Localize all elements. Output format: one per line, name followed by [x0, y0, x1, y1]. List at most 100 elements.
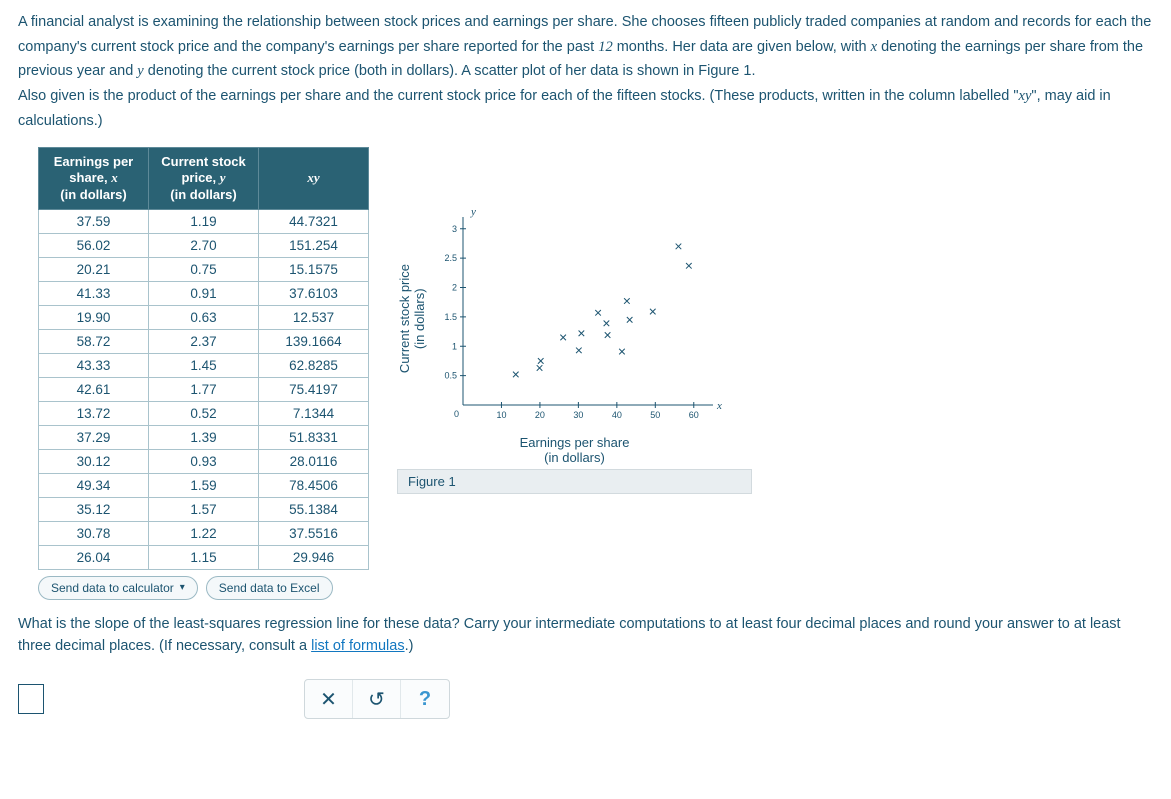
header-line: share, [69, 170, 111, 185]
table-cell: 0.63 [149, 305, 259, 329]
answer-input[interactable] [18, 684, 44, 714]
table-cell: 43.33 [39, 353, 149, 377]
table-cell: 15.1575 [259, 257, 369, 281]
table-cell: 35.12 [39, 497, 149, 521]
table-cell: 1.45 [149, 353, 259, 377]
table-cell: 44.7321 [259, 209, 369, 233]
table-cell: 75.4197 [259, 377, 369, 401]
table-cell: 42.61 [39, 377, 149, 401]
table-cell: 139.1664 [259, 329, 369, 353]
table-cell: 1.15 [149, 545, 259, 569]
svg-text:2: 2 [452, 283, 457, 293]
question-part: .) [405, 638, 414, 654]
table-cell: 1.57 [149, 497, 259, 521]
table-cell: 12.537 [259, 305, 369, 329]
table-cell: 151.254 [259, 233, 369, 257]
svg-text:30: 30 [573, 410, 583, 420]
table-cell: 1.19 [149, 209, 259, 233]
table-cell: 1.39 [149, 425, 259, 449]
button-label: Send data to calculator [51, 581, 174, 595]
svg-text:20: 20 [535, 410, 545, 420]
svg-text:10: 10 [496, 410, 506, 420]
header-line: Earnings per [54, 154, 133, 169]
table-row: 19.900.6312.537 [39, 305, 369, 329]
axis-label-line: Earnings per share [520, 435, 630, 450]
svg-text:x: x [716, 400, 722, 412]
table-cell: 19.90 [39, 305, 149, 329]
table-cell: 41.33 [39, 281, 149, 305]
scatter-plot: 1020304050600.511.522.530yx [427, 203, 727, 433]
axis-label-line: Current stock price [397, 264, 412, 373]
svg-text:50: 50 [650, 410, 660, 420]
data-table-container: Earnings per share, x (in dollars) Curre… [38, 147, 369, 600]
table-row: 30.781.2237.5516 [39, 521, 369, 545]
header-line: (in dollars) [60, 187, 126, 202]
button-label: Send data to Excel [219, 581, 320, 595]
var-xy: xy [1019, 88, 1032, 104]
table-cell: 49.34 [39, 473, 149, 497]
x-icon: ✕ [320, 687, 337, 712]
reset-button[interactable]: ↺ [353, 680, 401, 718]
table-row: 20.210.7515.1575 [39, 257, 369, 281]
table-cell: 56.02 [39, 233, 149, 257]
table-row: 43.331.4562.8285 [39, 353, 369, 377]
formulas-link[interactable]: list of formulas [311, 638, 404, 654]
table-row: 13.720.527.1344 [39, 401, 369, 425]
table-cell: 2.37 [149, 329, 259, 353]
clear-button[interactable]: ✕ [305, 680, 353, 718]
svg-text:0: 0 [454, 409, 459, 419]
table-cell: 37.6103 [259, 281, 369, 305]
table-cell: 20.21 [39, 257, 149, 281]
reset-icon: ↺ [368, 687, 385, 712]
data-table: Earnings per share, x (in dollars) Curre… [38, 147, 369, 570]
header-line: (in dollars) [170, 187, 236, 202]
table-row: 58.722.37139.1664 [39, 329, 369, 353]
svg-text:1.5: 1.5 [444, 312, 457, 322]
header-var: y [220, 170, 226, 185]
table-cell: 37.59 [39, 209, 149, 233]
table-cell: 28.0116 [259, 449, 369, 473]
table-row: 42.611.7775.4197 [39, 377, 369, 401]
svg-text:60: 60 [689, 410, 699, 420]
table-row: 26.041.1529.946 [39, 545, 369, 569]
header-line: price, [181, 170, 219, 185]
prompt-number: 12 [598, 39, 613, 55]
svg-text:3: 3 [452, 224, 457, 234]
col-header-y: Current stock price, y (in dollars) [149, 148, 259, 210]
svg-text:y: y [470, 206, 476, 218]
col-header-xy: xy [259, 148, 369, 210]
table-cell: 0.91 [149, 281, 259, 305]
prompt-text: months. Her data are given below, with [613, 39, 871, 55]
table-cell: 51.8331 [259, 425, 369, 449]
table-row: 41.330.9137.6103 [39, 281, 369, 305]
control-group: ✕ ↺ ? [304, 679, 450, 719]
send-to-calculator-button[interactable]: Send data to calculator ▾ [38, 576, 198, 600]
problem-statement: A financial analyst is examining the rel… [18, 10, 1153, 133]
question-text: What is the slope of the least-squares r… [18, 614, 1153, 658]
send-to-excel-button[interactable]: Send data to Excel [206, 576, 333, 600]
table-cell: 13.72 [39, 401, 149, 425]
prompt-text: Also given is the product of the earning… [18, 88, 1019, 104]
table-cell: 78.4506 [259, 473, 369, 497]
table-row: 49.341.5978.4506 [39, 473, 369, 497]
table-row: 56.022.70151.254 [39, 233, 369, 257]
table-cell: 1.77 [149, 377, 259, 401]
table-row: 35.121.5755.1384 [39, 497, 369, 521]
header-var: xy [307, 170, 319, 185]
table-row: 30.120.9328.0116 [39, 449, 369, 473]
col-header-x: Earnings per share, x (in dollars) [39, 148, 149, 210]
y-axis-label: Current stock price (in dollars) [397, 264, 427, 373]
table-cell: 30.78 [39, 521, 149, 545]
table-cell: 55.1384 [259, 497, 369, 521]
svg-text:0.5: 0.5 [444, 371, 457, 381]
table-cell: 0.93 [149, 449, 259, 473]
table-cell: 29.946 [259, 545, 369, 569]
table-cell: 62.8285 [259, 353, 369, 377]
table-cell: 37.29 [39, 425, 149, 449]
prompt-text: denoting the current stock price (both i… [144, 63, 756, 79]
help-button[interactable]: ? [401, 680, 449, 718]
figure-caption: Figure 1 [397, 469, 752, 494]
question-part: What is the slope of the least-squares r… [18, 616, 1121, 654]
figure-container: Current stock price (in dollars) 1020304… [397, 147, 752, 494]
table-cell: 0.52 [149, 401, 259, 425]
